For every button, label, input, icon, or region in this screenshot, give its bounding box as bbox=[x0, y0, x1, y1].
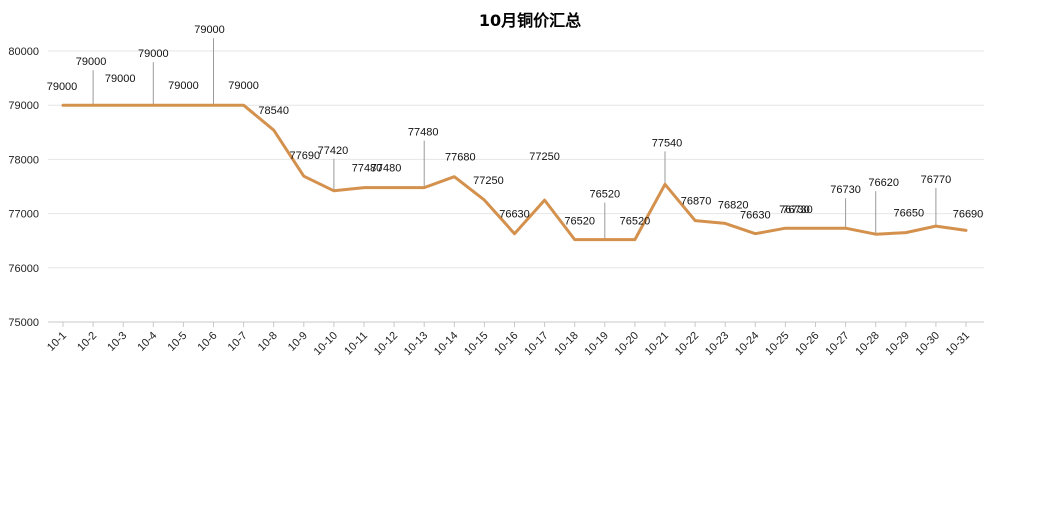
data-label: 76520 bbox=[590, 189, 621, 201]
x-tick-label: 10-25 bbox=[763, 330, 791, 358]
x-tick-label: 10-10 bbox=[312, 330, 340, 358]
data-label: 77420 bbox=[318, 145, 349, 157]
x-tick-label: 10-17 bbox=[522, 330, 550, 358]
data-label: 76650 bbox=[894, 208, 925, 220]
x-tick-label: 10-27 bbox=[823, 330, 851, 358]
data-label: 78540 bbox=[258, 105, 289, 117]
label-leader-lines bbox=[92, 38, 937, 239]
data-label: 77690 bbox=[290, 150, 321, 162]
x-tick-label: 10-22 bbox=[673, 330, 701, 358]
y-tick-label: 77000 bbox=[8, 209, 39, 221]
data-label: 77250 bbox=[473, 175, 504, 187]
data-label: 76620 bbox=[868, 177, 899, 189]
x-tick-label: 10-16 bbox=[492, 330, 520, 358]
x-tick-label: 10-28 bbox=[853, 330, 881, 358]
x-tick-label: 10-24 bbox=[733, 330, 761, 358]
x-tick-label: 10-30 bbox=[914, 330, 942, 358]
x-tick-label: 10-19 bbox=[583, 330, 611, 358]
x-tick-label: 10-21 bbox=[643, 330, 671, 358]
data-label: 79000 bbox=[138, 48, 169, 60]
series-layer bbox=[61, 103, 968, 242]
series-line bbox=[61, 103, 968, 242]
y-tick-label: 80000 bbox=[8, 46, 39, 58]
x-tick-label: 10-3 bbox=[105, 330, 129, 354]
data-label: 76820 bbox=[718, 199, 749, 211]
x-tick-label: 10-9 bbox=[286, 330, 310, 354]
x-tick-label: 10-4 bbox=[135, 330, 159, 354]
data-label: 79000 bbox=[76, 56, 107, 68]
y-axis-ticks: 75000 76000 77000 78000 79000 80000 bbox=[8, 46, 39, 329]
x-tick-label: 10-6 bbox=[196, 330, 220, 354]
x-tick-label: 10-12 bbox=[372, 330, 400, 358]
x-tick-label: 10-29 bbox=[884, 330, 912, 358]
data-label: 79000 bbox=[194, 24, 225, 36]
data-label: 76770 bbox=[921, 174, 952, 186]
data-label: 77680 bbox=[445, 152, 476, 164]
data-label: 77480 bbox=[352, 163, 383, 175]
data-label: 76520 bbox=[564, 216, 595, 228]
x-axis-ticks: 10-1 10-2 10-3 10-4 10-5 10-6 10-7 10-8 10-9 10-1… bbox=[45, 322, 972, 358]
x-tick-label: 10-18 bbox=[552, 330, 580, 358]
data-labels: 79000 79000 79000 79000 79000 79000 79000 78540… bbox=[47, 24, 984, 227]
data-label: 77480 bbox=[371, 163, 402, 175]
x-tick-label: 10-13 bbox=[402, 330, 430, 358]
y-tick-label: 78000 bbox=[8, 154, 39, 166]
x-tick-label: 10-14 bbox=[432, 330, 460, 358]
x-tick-label: 10-2 bbox=[75, 330, 99, 354]
y-tick-label: 75000 bbox=[8, 317, 39, 329]
x-tick-label: 10-20 bbox=[613, 330, 641, 358]
data-label: 76730 bbox=[782, 204, 813, 216]
x-tick-label: 10-26 bbox=[793, 330, 821, 358]
data-label: 77250 bbox=[529, 151, 560, 163]
x-tick-label: 10-7 bbox=[226, 330, 250, 354]
x-tick-label: 10-31 bbox=[944, 330, 972, 358]
y-tick-label: 79000 bbox=[8, 100, 39, 112]
data-label: 76870 bbox=[681, 196, 712, 208]
data-label: 77540 bbox=[652, 137, 683, 149]
y-tick-label: 76000 bbox=[8, 263, 39, 275]
data-label: 79000 bbox=[47, 81, 78, 93]
chart-title: 10月铜价汇总 bbox=[479, 11, 581, 30]
data-label: 76730 bbox=[779, 204, 810, 216]
x-tick-label: 10-23 bbox=[703, 330, 731, 358]
data-label: 76520 bbox=[620, 216, 651, 228]
data-label: 76630 bbox=[740, 210, 771, 222]
data-label: 76730 bbox=[830, 184, 861, 196]
data-label: 79000 bbox=[105, 73, 136, 85]
data-label: 77480 bbox=[408, 127, 439, 139]
data-label: 79000 bbox=[168, 80, 199, 92]
data-label: 76630 bbox=[499, 209, 530, 221]
data-label: 79000 bbox=[228, 80, 259, 92]
data-label: 76690 bbox=[953, 208, 984, 220]
x-tick-label: 10-11 bbox=[342, 330, 370, 358]
x-tick-label: 10-1 bbox=[45, 330, 69, 354]
x-tick-label: 10-5 bbox=[165, 330, 189, 354]
x-tick-label: 10-8 bbox=[256, 330, 280, 354]
x-tick-label: 10-15 bbox=[462, 330, 490, 358]
